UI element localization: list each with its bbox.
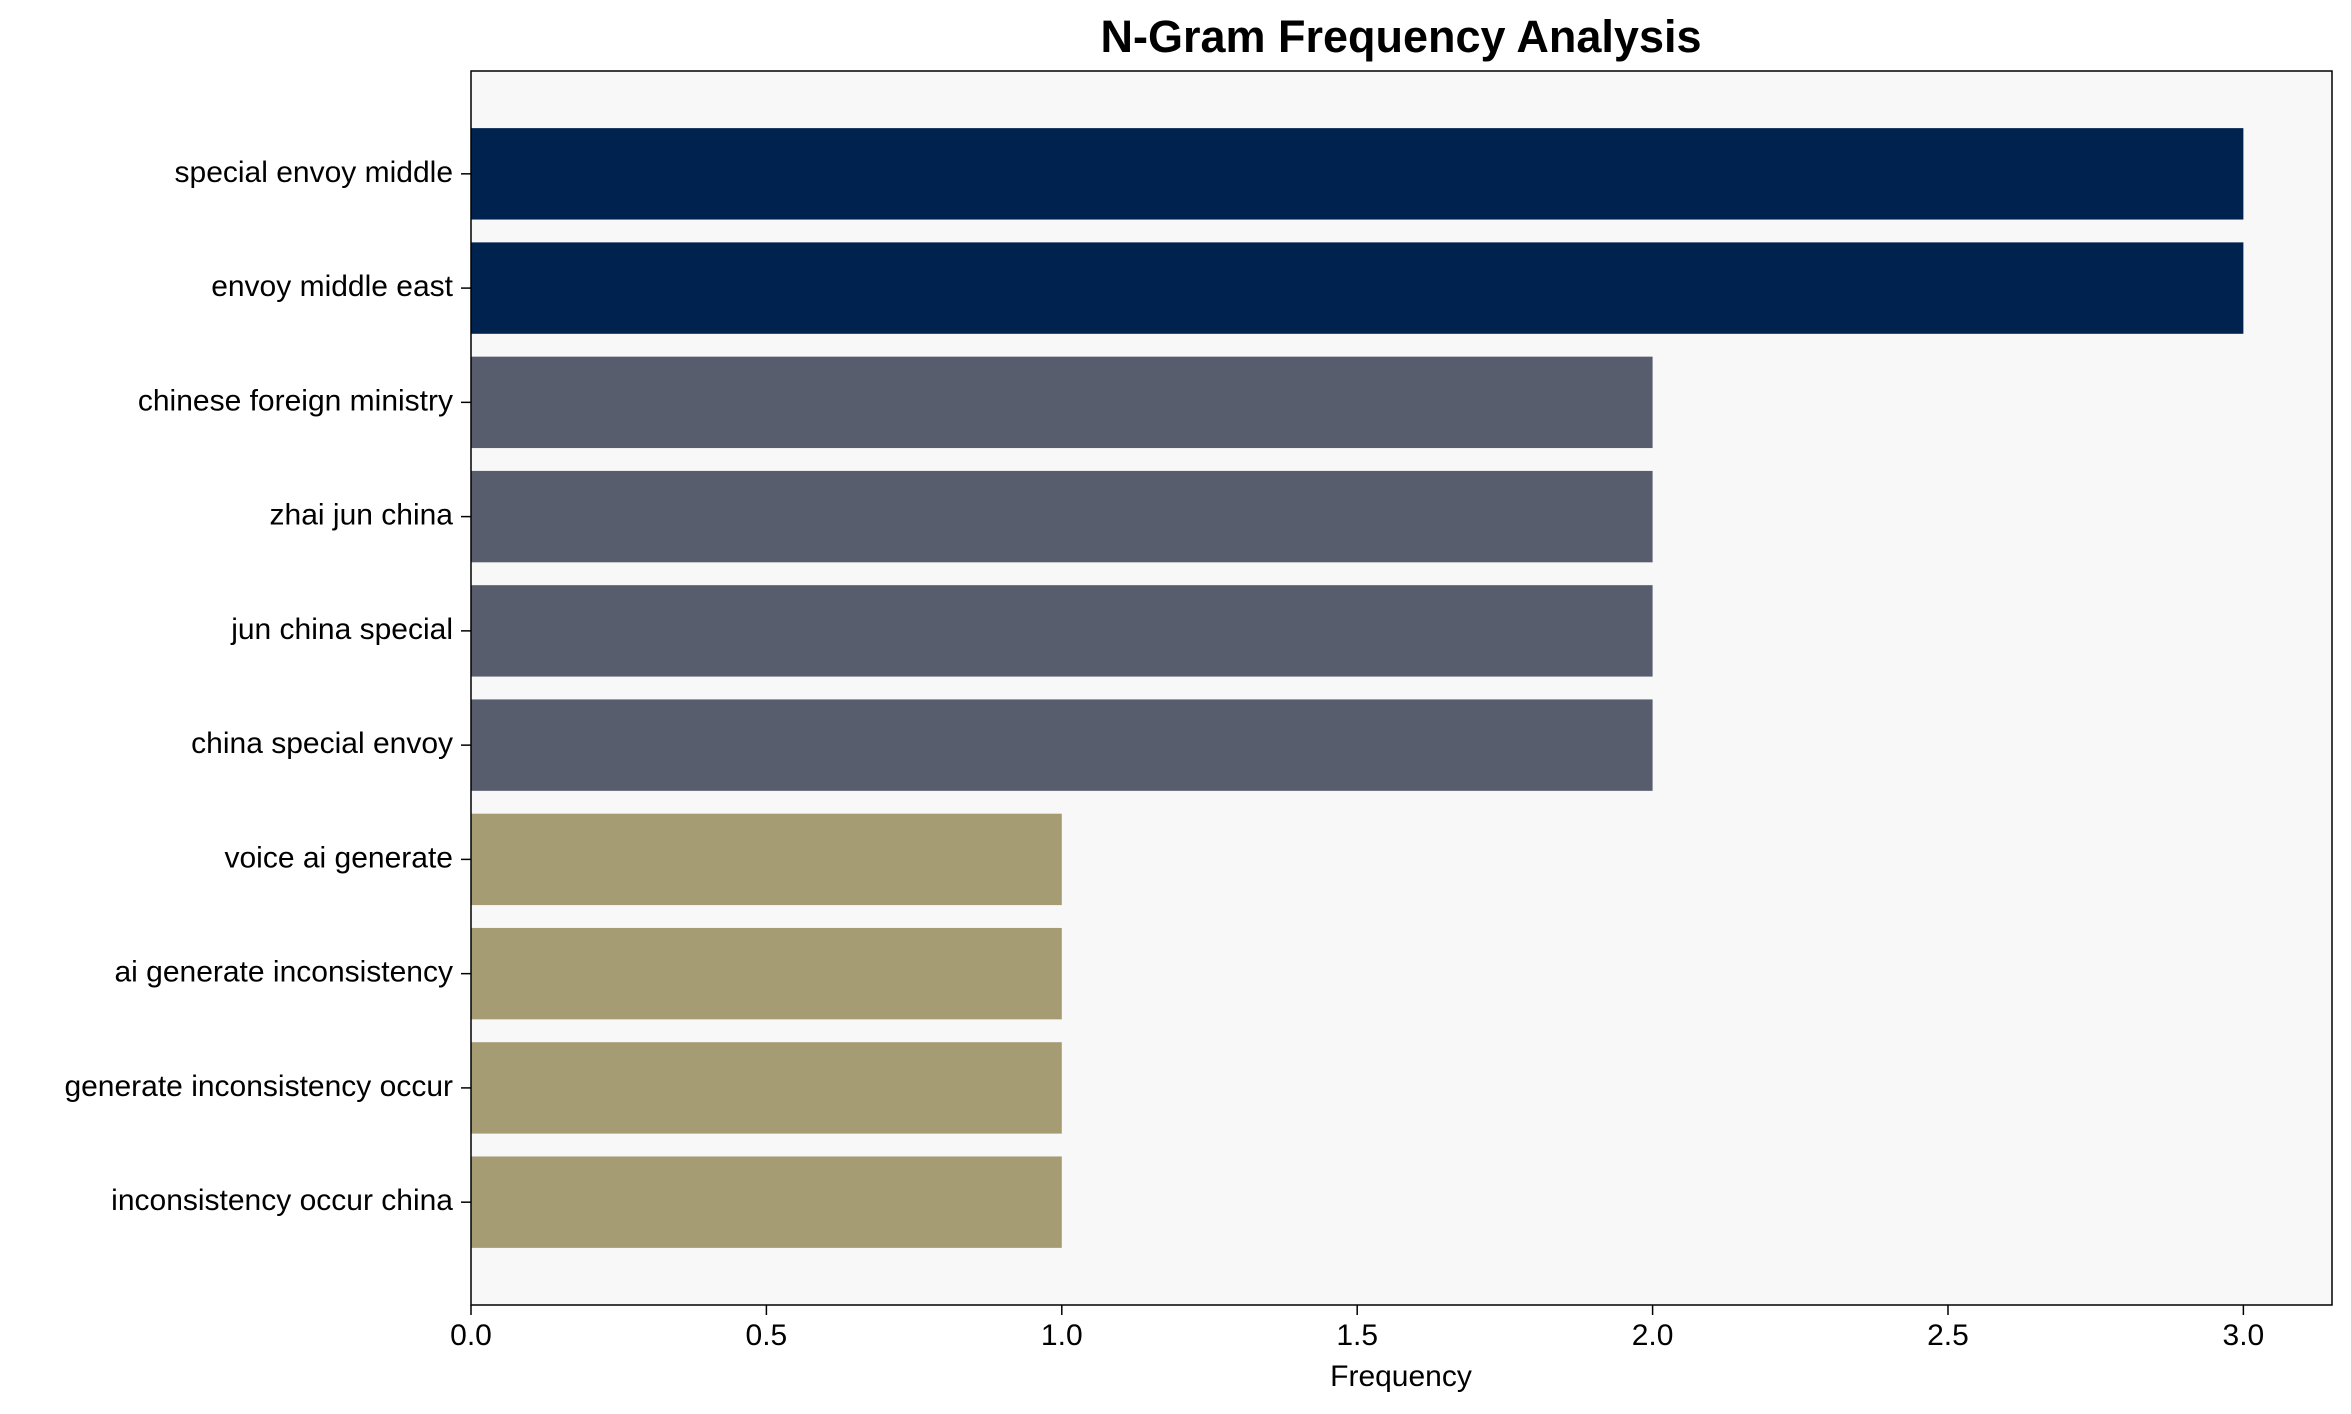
bar (471, 1156, 1062, 1248)
x-tick-label: 1.5 (1336, 1319, 1378, 1352)
chart-title: N-Gram Frequency Analysis (1100, 11, 1701, 62)
bar (471, 813, 1062, 906)
x-axis-label: Frequency (1330, 1360, 1472, 1393)
x-tick-label: 0.0 (450, 1319, 492, 1352)
bar (471, 1042, 1062, 1134)
y-tick-label: special envoy middle (175, 156, 453, 189)
bar (471, 927, 1062, 1020)
y-tick-label: zhai jun china (270, 499, 454, 532)
y-tick-label: generate inconsistency occur (64, 1070, 453, 1103)
x-tick-label: 1.0 (1041, 1319, 1083, 1352)
y-tick-label: inconsistency occur china (111, 1184, 453, 1217)
y-tick-label: chinese foreign ministry (138, 384, 453, 417)
y-tick-label: ai generate inconsistency (114, 956, 453, 989)
x-tick-label: 2.0 (1632, 1319, 1674, 1352)
x-tick-label: 0.5 (746, 1319, 788, 1352)
y-tick-label: jun china special (230, 613, 453, 646)
bar (471, 585, 1653, 677)
bar (471, 356, 1653, 449)
bar (471, 242, 2244, 334)
bar (471, 128, 2244, 220)
bar (471, 699, 1653, 791)
bar (471, 470, 1653, 563)
y-tick-label: china special envoy (191, 727, 453, 760)
y-tick-label: voice ai generate (225, 841, 454, 874)
axes-frame (470, 70, 2333, 1306)
y-tick-label: envoy middle east (211, 270, 453, 303)
x-tick-label: 2.5 (1927, 1319, 1969, 1352)
x-tick-label: 3.0 (2223, 1319, 2265, 1352)
